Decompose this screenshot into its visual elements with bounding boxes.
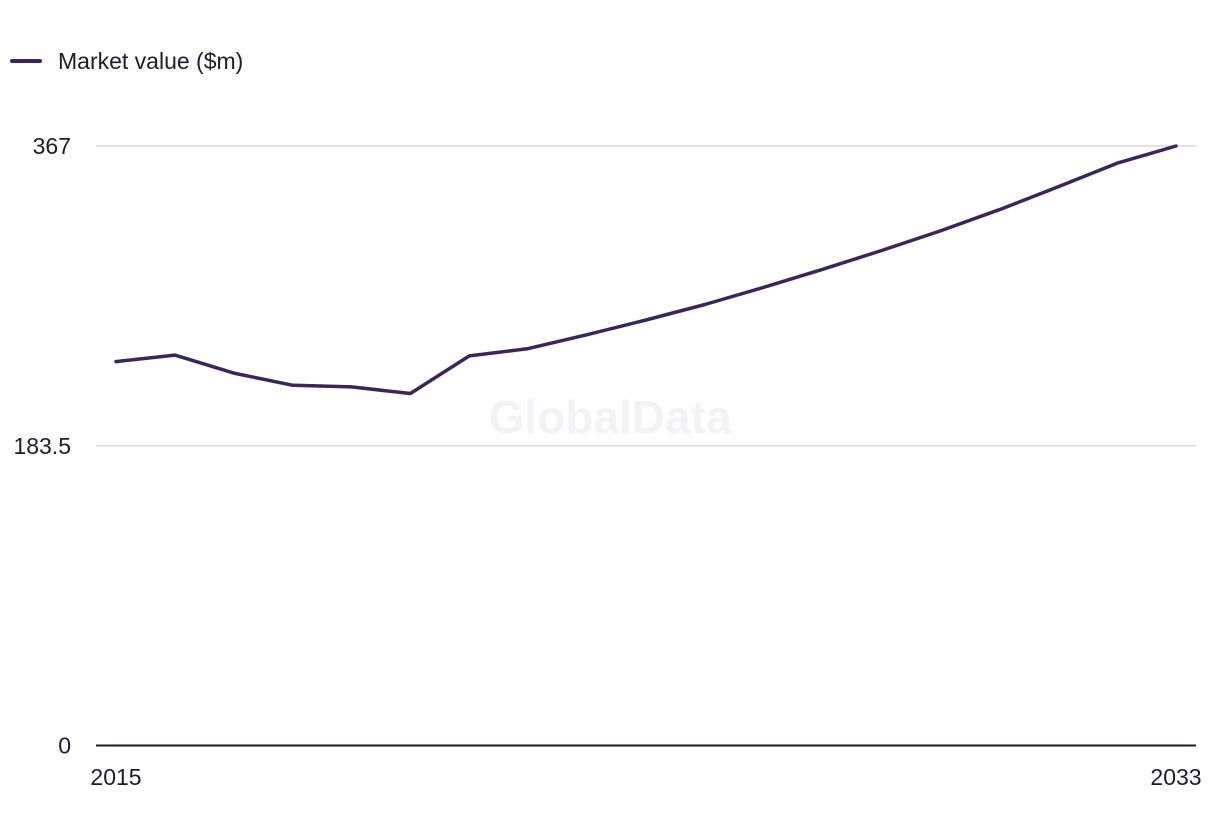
y-tick-label: 183.5: [13, 433, 71, 459]
data-point: [113, 359, 119, 365]
data-point: [1114, 160, 1120, 166]
data-point: [172, 352, 178, 358]
data-point: [702, 301, 708, 307]
gridlines: [96, 145, 1196, 447]
y-tick-label: 0: [58, 733, 71, 759]
data-point: [584, 332, 590, 338]
data-point: [1173, 143, 1179, 149]
legend-line-swatch: [10, 59, 42, 63]
data-point: [525, 346, 531, 352]
data-point: [879, 248, 885, 254]
x-axis-ticks: 2015 2033: [90, 764, 1201, 790]
data-point: [820, 266, 826, 272]
data-point: [407, 390, 413, 396]
x-tick-label: 2033: [1150, 764, 1201, 790]
watermark-text: GlobalData: [489, 391, 732, 443]
data-point: [937, 228, 943, 234]
y-tick-label: 367: [33, 133, 71, 159]
legend-label: Market value ($m): [58, 47, 244, 74]
data-point: [231, 370, 237, 376]
data-point: [761, 284, 767, 290]
data-point: [643, 317, 649, 323]
data-point: [996, 207, 1002, 213]
data-point: [349, 384, 355, 390]
chart-legend: Market value ($m): [10, 46, 243, 76]
data-point: [290, 382, 296, 388]
y-axis-ticks: 0 183.5 367: [13, 133, 71, 759]
data-point: [1055, 184, 1061, 190]
market-value-line: [114, 144, 1178, 396]
data-point: [466, 353, 472, 359]
data-points: [113, 143, 1179, 396]
x-tick-label: 2015: [90, 764, 141, 790]
